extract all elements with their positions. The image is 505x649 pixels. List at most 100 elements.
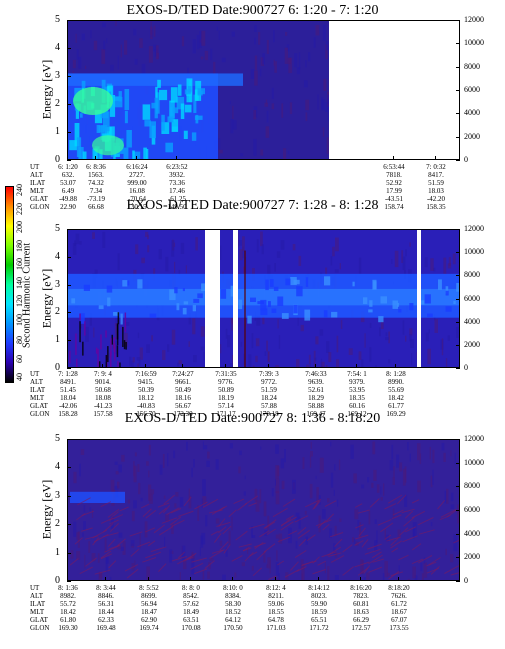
y-tick-mark — [67, 581, 71, 582]
y-tick-mark — [67, 439, 71, 440]
orbit-value: 9661. — [175, 378, 191, 386]
right-tick-mark — [456, 136, 460, 138]
orbit-value: 51.59 — [261, 386, 277, 394]
right-tick-label: 0 — [464, 155, 468, 164]
y-tick-label: 4 — [55, 42, 60, 53]
y-axis-label: Energy [eV] — [39, 268, 54, 328]
right-tick-mark — [456, 510, 460, 511]
orbit-value: -49.88 — [58, 195, 78, 203]
y-tick-label: 5 — [55, 14, 60, 25]
orbit-value: 9772. — [261, 378, 277, 386]
orbit-value: 158.74 — [384, 203, 404, 211]
x-tick-mark — [182, 364, 183, 368]
orbit-value: 73.36 — [169, 179, 185, 187]
right-tick-mark — [456, 439, 460, 440]
right-tick-label: 12000 — [464, 434, 484, 443]
x-tick-mark — [136, 156, 137, 160]
orbit-row-label: ALT — [30, 378, 43, 386]
right-tick-mark — [456, 557, 460, 559]
x-tick-mark — [395, 364, 396, 368]
y-tick-label: 4 — [55, 250, 60, 262]
y-tick-mark — [67, 368, 71, 369]
right-tick-mark — [456, 298, 460, 300]
right-tick-mark — [456, 321, 460, 323]
orbit-value: 171.72 — [309, 624, 329, 632]
orbit-value: -61.25 — [167, 195, 187, 203]
right-tick-label: 0 — [464, 363, 468, 372]
energy-band — [70, 491, 125, 503]
x-tick-mark — [356, 364, 357, 368]
orbit-value: 8:18:20 — [388, 584, 410, 592]
orbit-value: 7:24:27 — [172, 370, 194, 378]
orbit-value: 7:16:59 — [135, 370, 157, 378]
orbit-value: 18.63 — [353, 608, 369, 616]
orbit-value: 7: 0:32 — [426, 163, 446, 171]
right-tick-label: 4000 — [464, 108, 480, 118]
orbit-row-label: GLON — [30, 203, 50, 211]
orbit-value: 8:12: 4 — [266, 584, 286, 592]
orbit-value: 57.88 — [261, 402, 277, 410]
orbit-row-label: UT — [30, 584, 40, 592]
orbit-value: 8491. — [60, 378, 76, 386]
orbit-value: 7: 9: 4 — [94, 370, 112, 378]
orbit-value: 18.44 — [98, 608, 114, 616]
orbit-value: 171.03 — [266, 624, 286, 632]
right-tick-mark — [456, 113, 460, 115]
orbit-value: 18.03 — [428, 187, 444, 195]
y-tick-mark — [67, 552, 71, 554]
y-tick-label: 1 — [55, 334, 60, 346]
orbit-value: 169.12 — [347, 410, 367, 418]
orbit-value: 51.45 — [60, 386, 76, 394]
orbit-value: 18.12 — [138, 394, 154, 402]
panel-title: EXOS-D/TED Date:900727 6: 1:20 - 7: 1:20 — [126, 3, 379, 18]
orbit-value: 7:31:35 — [215, 370, 237, 378]
orbit-value: 7626. — [391, 592, 407, 600]
orbit-value: 7:46:33 — [305, 370, 327, 378]
y-axis-label: Energy [eV] — [39, 59, 54, 120]
y-axis-label: Energy [eV] — [39, 479, 54, 540]
orbit-value: 50.68 — [95, 386, 111, 394]
x-tick-mark — [67, 577, 68, 581]
colorbar-tick-label: 40 — [15, 373, 24, 381]
orbit-value: 6:53:44 — [383, 163, 405, 171]
orbit-row-label: UT — [30, 163, 40, 171]
x-tick-mark — [225, 364, 226, 368]
data-gap — [233, 230, 238, 367]
spectrogram-image — [68, 230, 459, 367]
right-tick-mark — [456, 252, 460, 254]
spectrogram-plot — [67, 439, 460, 581]
spectrogram-image — [68, 21, 459, 159]
orbit-value: 8: 8: 0 — [182, 584, 200, 592]
orbit-value: 8846. — [98, 592, 114, 600]
right-tick-label: 12000 — [464, 224, 484, 233]
orbit-value: 65.51 — [311, 616, 327, 624]
y-tick-mark — [67, 48, 71, 49]
y-tick-mark — [67, 312, 71, 314]
data-gap — [329, 21, 459, 159]
orbit-value: 18.42 — [388, 394, 404, 402]
orbit-value: 8699. — [141, 592, 157, 600]
x-tick-mark — [67, 156, 68, 160]
orbit-value: 2727. — [129, 171, 145, 179]
orbit-row-label: MLT — [30, 608, 45, 616]
orbit-value: 18.49 — [183, 608, 199, 616]
right-tick-label: 12000 — [464, 15, 484, 24]
orbit-row-label: ILAT — [30, 386, 46, 394]
orbit-value: 53.95 — [349, 386, 365, 394]
orbit-value: 18.19 — [218, 394, 234, 402]
right-tick-mark — [456, 43, 460, 45]
orbit-value: 632. — [61, 171, 75, 179]
orbit-value: 56.67 — [175, 402, 191, 410]
orbit-value: 18.47 — [141, 608, 157, 616]
x-tick-mark — [105, 577, 106, 581]
right-tick-label: 2000 — [464, 339, 480, 349]
orbit-value: 158.35 — [426, 203, 446, 211]
orbit-value: 7:54: 1 — [347, 370, 367, 378]
colorbar-tick-label: 240 — [15, 184, 24, 196]
orbit-value: 157.58 — [93, 410, 113, 418]
orbit-value: 50.89 — [218, 386, 234, 394]
orbit-value: 74.32 — [88, 179, 104, 187]
orbit-value: 8: 1:28 — [386, 370, 406, 378]
panel-title: EXOS-D/TED Date:900727 7: 1:28 - 8: 1:28 — [126, 198, 379, 213]
orbit-value: 18.35 — [349, 394, 365, 402]
